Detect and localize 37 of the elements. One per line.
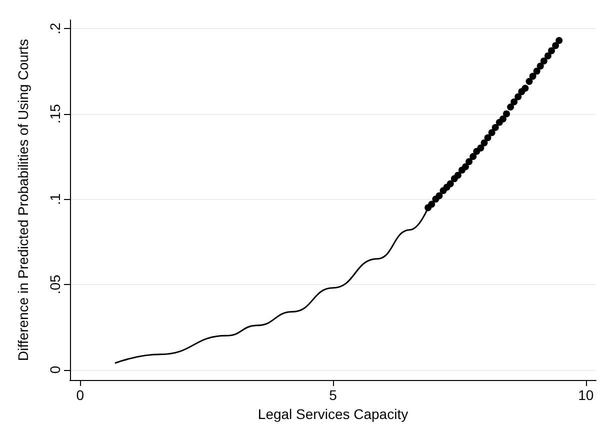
point [499,115,506,122]
y-tick-label: .1 [47,193,63,205]
point [502,110,510,118]
point [470,152,477,160]
point [548,47,555,54]
y-tick-label: .05 [47,274,63,294]
point [529,72,536,80]
point [436,192,443,200]
point [488,129,496,136]
point [466,158,473,166]
y-axis-title: Difference in Predicted Probabilities of Using Courts [15,39,31,361]
point [514,93,522,100]
x-tick-label: 10 [578,387,594,403]
point [446,180,454,188]
point [526,78,533,85]
point [477,144,484,152]
point [492,124,499,131]
point [544,52,552,60]
point [552,42,560,50]
y-tick-label: .2 [47,22,63,34]
point [507,104,514,111]
point [462,163,470,170]
point [428,200,436,208]
point [454,172,462,179]
point [533,68,540,75]
point [480,139,488,146]
x-tick-label: 0 [76,387,84,403]
point [556,36,563,44]
y-tick-label: 0 [47,366,63,374]
x-axis-title: Legal Services Capacity [258,406,408,422]
point [536,62,544,70]
point [510,98,518,106]
point [484,134,492,142]
point [522,84,529,92]
y-tick-label: .15 [47,104,63,124]
point [540,57,548,64]
x-tick-label: 5 [329,387,338,403]
